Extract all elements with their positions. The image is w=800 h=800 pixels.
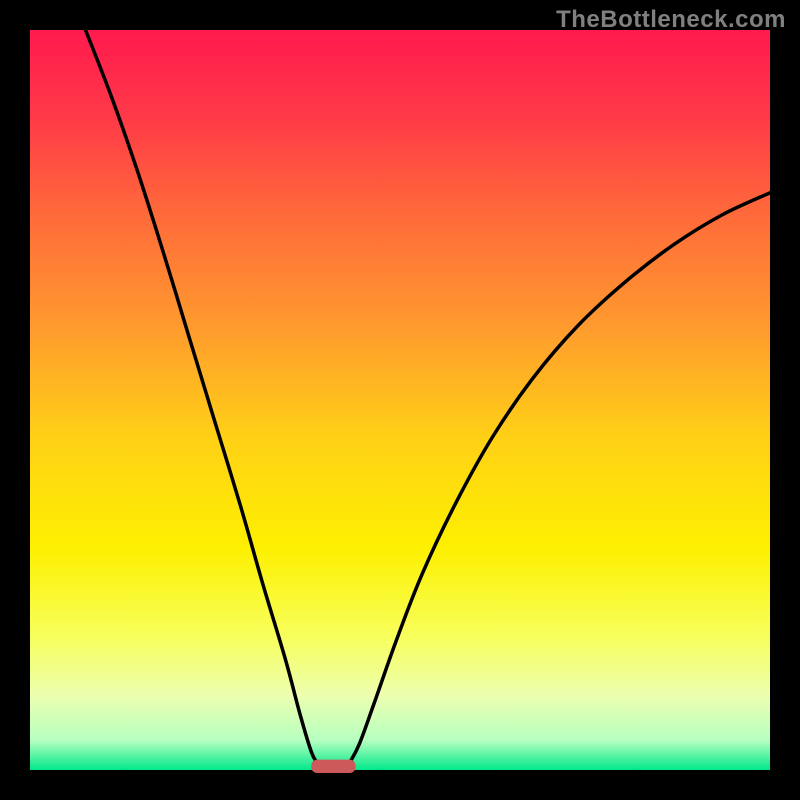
chart-background [30,30,770,770]
watermark-text: TheBottleneck.com [556,6,786,34]
optimal-marker [311,760,355,773]
bottleneck-chart: TheBottleneck.com [0,0,800,800]
chart-svg [0,0,800,800]
